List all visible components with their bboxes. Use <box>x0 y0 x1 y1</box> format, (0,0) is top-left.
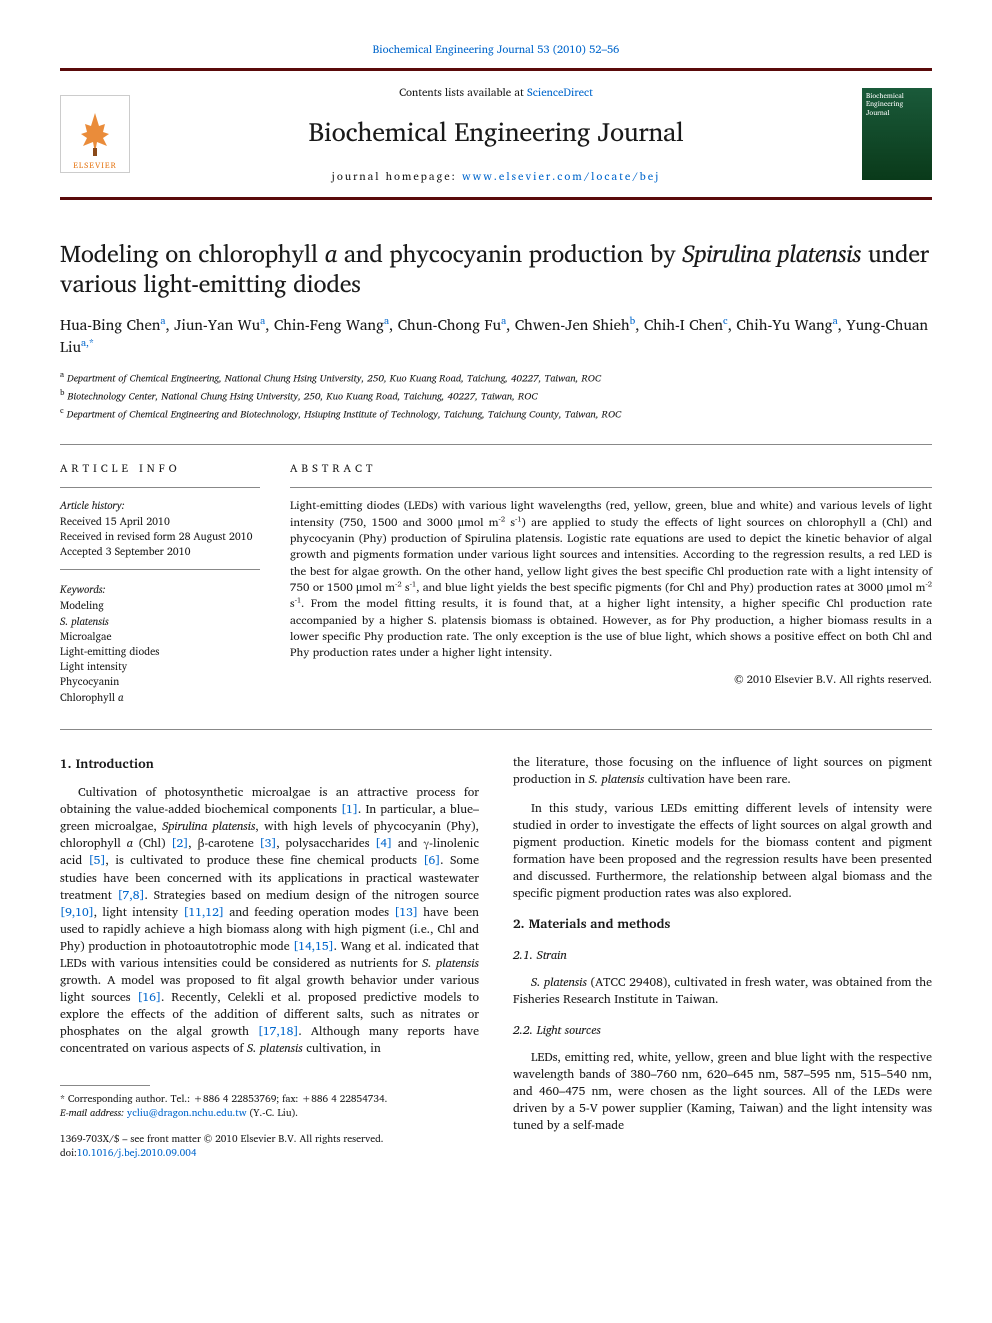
strain-paragraph: S. platensis (ATCC 29408), cultivated in… <box>513 974 932 1008</box>
author-name: Chih-Yu Wang <box>736 312 832 337</box>
author-name: Chwen-Jen Shieh <box>515 312 630 337</box>
email-link[interactable]: ycliu@dragon.nchu.edu.tw <box>127 1105 247 1121</box>
front-matter-line: 1369-703X/$ – see front matter © 2010 El… <box>60 1132 479 1146</box>
affiliation-sup: c <box>60 403 64 417</box>
intro-paragraph-2: In this study, various LEDs emitting dif… <box>513 800 932 902</box>
affiliations: a Department of Chemical Engineering, Na… <box>60 368 932 423</box>
copyright-line: © 2010 Elsevier B.V. All rights reserved… <box>290 670 932 688</box>
journal-homepage-link[interactable]: www.elsevier.com/locate/bej <box>462 167 660 185</box>
author-name: Chun-Chong Fu <box>398 312 501 337</box>
intro-paragraph-1-cont: the literature, those focusing on the in… <box>513 754 932 788</box>
affiliation-marker: a <box>501 313 506 329</box>
light-paragraph: LEDs, emitting red, white, yellow, green… <box>513 1049 932 1134</box>
history-lines: Received 15 April 2010Received in revise… <box>60 514 260 560</box>
corresponding-author-note: * Corresponding author. Tel.: +886 4 228… <box>60 1092 479 1120</box>
sciencedirect-link[interactable]: ScienceDirect <box>527 83 593 101</box>
keyword-item: Chlorophyll a <box>60 690 260 705</box>
affiliation-marker: a <box>384 313 389 329</box>
contents-line: Contents lists available at ScienceDirec… <box>160 83 832 101</box>
affiliation-marker: b <box>630 313 636 329</box>
article-info-label: ARTICLE INFO <box>60 459 260 477</box>
cover-text: Biochemical Engineering Journal <box>866 91 904 119</box>
intro-paragraph-1: Cultivation of photosynthetic microalgae… <box>60 784 479 1057</box>
keywords-list: ModelingS. platensisMicroalgaeLight-emit… <box>60 598 260 705</box>
affiliation-line: b Biotechnology Center, National Chung H… <box>60 386 932 404</box>
doi-link[interactable]: 10.1016/j.bej.2010.09.004 <box>77 1145 197 1161</box>
title-part: and phycocyanin production by <box>337 233 682 273</box>
affiliation-marker: a <box>260 313 265 329</box>
body-column-left: 1. Introduction Cultivation of photosynt… <box>60 754 479 1160</box>
journal-cover-thumb: Biochemical Engineering Journal <box>862 88 932 180</box>
section-heading-mm: 2. Materials and methods <box>513 914 932 932</box>
affiliation-text: Department of Chemical Engineering and B… <box>67 406 622 422</box>
history-line: Accepted 3 September 2010 <box>60 544 260 559</box>
running-header: Biochemical Engineering Journal 53 (2010… <box>60 40 932 58</box>
affiliation-sup: a <box>60 367 64 381</box>
author-name: Jiun-Yan Wu <box>174 312 260 337</box>
email-post: (Y.-C. Liu). <box>247 1105 299 1121</box>
author-name: Chin-Feng Wang <box>274 312 384 337</box>
abstract-label: ABSTRACT <box>290 459 932 477</box>
elsevier-tree-icon <box>71 108 119 158</box>
homepage-pre: journal homepage: <box>332 167 462 185</box>
affiliation-marker: c <box>723 313 728 329</box>
contents-pre: Contents lists available at <box>399 83 527 101</box>
abstract-text: Light-emitting diodes (LEDs) with variou… <box>290 498 932 661</box>
journal-header: ELSEVIER Contents lists available at Sci… <box>60 68 932 200</box>
author-name: Chih-I Chen <box>644 312 723 337</box>
elsevier-label: ELSEVIER <box>73 158 117 172</box>
journal-title: Biochemical Engineering Journal <box>160 111 832 153</box>
subsection-heading-strain: 2.1. Strain <box>513 947 932 964</box>
affiliation-line: c Department of Chemical Engineering and… <box>60 404 932 422</box>
email-label: E-mail address: <box>60 1105 127 1121</box>
body-column-right: the literature, those focusing on the in… <box>513 754 932 1160</box>
journal-homepage-line: journal homepage: www.elsevier.com/locat… <box>160 167 832 185</box>
subsection-heading-light: 2.2. Light sources <box>513 1022 932 1039</box>
affiliation-line: a Department of Chemical Engineering, Na… <box>60 368 932 386</box>
affiliation-sup: b <box>60 385 64 399</box>
doi-pre: doi: <box>60 1145 77 1161</box>
affiliation-text: Department of Chemical Engineering, Nati… <box>67 370 601 386</box>
authors-line: Hua-Bing Chena, Jiun-Yan Wua, Chin-Feng … <box>60 314 932 358</box>
affiliation-marker: a,* <box>81 335 94 351</box>
section-heading-intro: 1. Introduction <box>60 754 479 772</box>
affiliation-marker: a <box>160 313 165 329</box>
doi-block: 1369-703X/$ – see front matter © 2010 El… <box>60 1132 479 1160</box>
running-header-link[interactable]: Biochemical Engineering Journal 53 (2010… <box>373 40 620 58</box>
affiliation-marker: a <box>833 313 838 329</box>
article-title: Modeling on chlorophyll a and phycocyani… <box>60 238 932 298</box>
elsevier-logo: ELSEVIER <box>60 95 130 173</box>
corr-line: * Corresponding author. Tel.: +886 4 228… <box>60 1092 479 1106</box>
affiliation-text: Biotechnology Center, National Chung Hsi… <box>67 388 537 404</box>
title-part-italic: Spirulina platensis <box>682 233 861 273</box>
